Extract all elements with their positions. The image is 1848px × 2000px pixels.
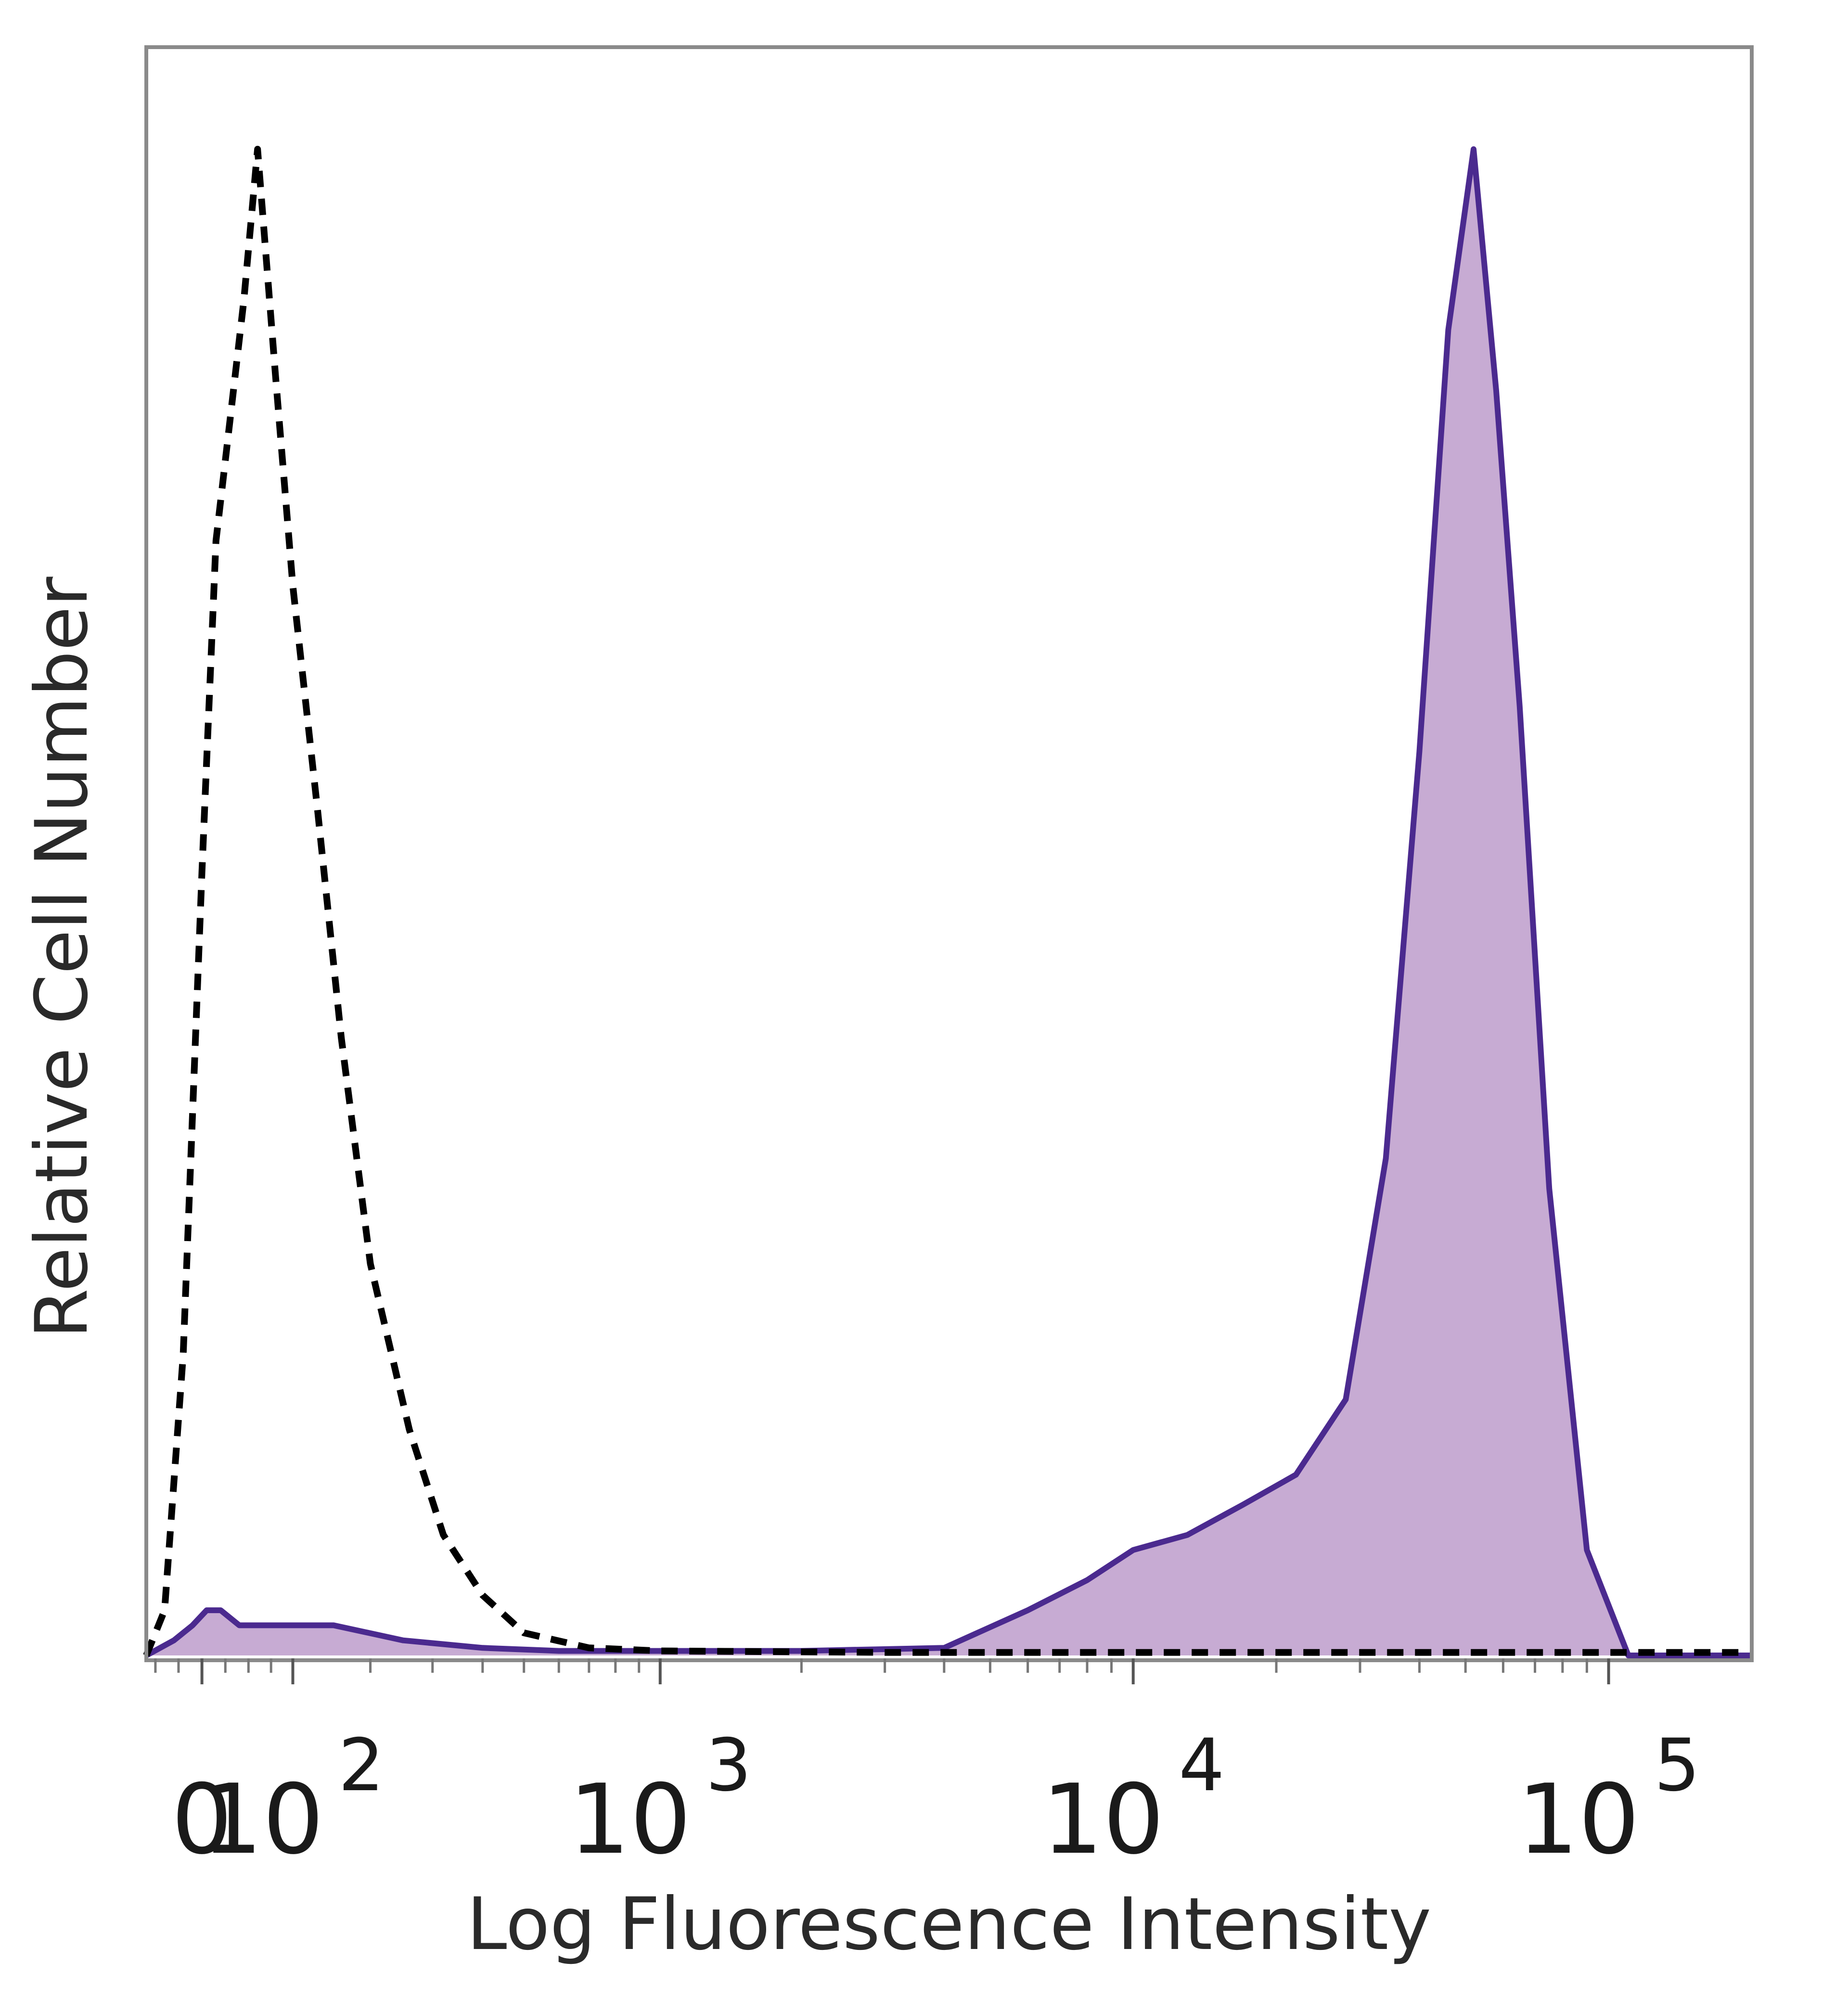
y-axis-label: Relative Cell Number — [20, 577, 104, 1339]
x-tick-label-base: 10 — [1042, 1764, 1165, 1876]
x-tick-label-base: 10 — [569, 1764, 692, 1876]
x-tick-label: 0 — [171, 1764, 232, 1876]
x-axis-tick-labels: 010 2 10 3 10 4 10 5 — [171, 1724, 1700, 1876]
x-axis-ticks — [154, 1658, 1610, 1684]
series-1-line — [143, 146, 1752, 1657]
x-axis-label: Log Fluorescence Intensity — [467, 1883, 1431, 1966]
x-tick-label-base: 10 — [202, 1764, 324, 1876]
series-2-line — [145, 146, 1752, 1658]
x-tick-label: 10 4 — [1042, 1724, 1225, 1876]
x-tick-label: 10 5 — [1517, 1724, 1700, 1876]
x-tick-label-exponent: 2 — [338, 1724, 384, 1808]
x-tick-label-exponent: 4 — [1179, 1724, 1224, 1808]
x-tick-label: 10 3 — [569, 1724, 752, 1876]
x-tick-label-exponent: 3 — [706, 1724, 751, 1808]
x-tick-label-base: 10 — [1517, 1764, 1640, 1876]
series-2-area — [146, 149, 1752, 1655]
plot-frame — [144, 45, 1754, 1662]
x-tick-label-base: 0 — [171, 1764, 232, 1876]
x-tick-label: 10 2 — [202, 1724, 385, 1876]
plot-area — [143, 146, 1752, 1658]
x-tick-label-exponent: 5 — [1654, 1724, 1700, 1808]
